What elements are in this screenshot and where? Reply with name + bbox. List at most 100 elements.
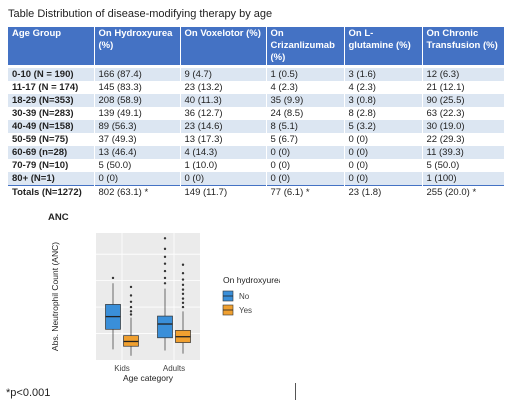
- outlier-point: [181, 297, 185, 300]
- outlier-point: [129, 313, 133, 316]
- outlier-point: [129, 285, 133, 289]
- outlier-point: [181, 301, 185, 305]
- table-row: 11-17 (N = 174) 145 (83.3) 23 (13.2) 4 (2.3…: [8, 81, 505, 94]
- table-cell: 3 (0.8): [344, 94, 423, 107]
- table-cell: 30 (19.0): [422, 120, 505, 133]
- outlier-point: [181, 272, 185, 275]
- table-cell: 0 (0): [180, 172, 267, 186]
- outlier-point: [181, 288, 185, 291]
- table-cell: 0 (0): [94, 172, 181, 186]
- header-hydroxyurea: On Hydroxyurea (%): [94, 27, 181, 65]
- row-label: 70-79 (N=10): [8, 159, 95, 172]
- outlier-point: [181, 283, 185, 287]
- table-row: 70-79 (N=10) 5 (50.0) 1 (10.0) 0 (0) 0 (0) 5 …: [8, 159, 505, 172]
- legend-label: Yes: [239, 306, 252, 315]
- outlier-point: [129, 310, 133, 313]
- row-label: 50-59 (N=75): [8, 133, 95, 146]
- table-header-row: Age Group On Hydroxyurea (%) On Voxeloto…: [8, 27, 505, 65]
- table-cell: 21 (12.1): [422, 81, 505, 94]
- table-cell: 4 (14.3): [180, 146, 267, 159]
- table-cell: 35 (9.9): [266, 94, 345, 107]
- row-label: 60-69 (n=28): [8, 146, 95, 159]
- totals-label: Totals (N=1272): [8, 185, 95, 199]
- table-cell: 5 (50.0): [422, 159, 505, 172]
- table-cell: 145 (83.3): [94, 81, 181, 94]
- table-cell: 90 (25.5): [422, 94, 505, 107]
- table-cell: 13 (46.4): [94, 146, 181, 159]
- table-cell: 1 (0.5): [266, 68, 345, 81]
- header-chronic-transfusion: On Chronic Transfusion (%): [422, 27, 505, 65]
- table-cell: 40 (11.3): [180, 94, 267, 107]
- legend-label: No: [239, 292, 250, 301]
- table-cell: 0 (0): [344, 146, 423, 159]
- table-cell: 89 (56.3): [94, 120, 181, 133]
- table-row: 0-10 (N = 190) 166 (87.4) 9 (4.7) 1 (0.5) 3 …: [8, 68, 505, 81]
- outlier-point: [181, 263, 185, 266]
- totals-cell: 77 (6.1) *: [266, 185, 345, 199]
- table-cell: 0 (0): [266, 159, 345, 172]
- table-caption: Table Distribution of disease-modifying …: [8, 8, 273, 20]
- x-tick-label: Kids: [114, 364, 130, 373]
- table-row: 30-39 (N=283) 139 (49.1) 36 (12.7) 24 (8.5)…: [8, 107, 505, 120]
- table-cell: 9 (4.7): [180, 68, 267, 81]
- totals-cell: 802 (63.1) *: [94, 185, 181, 199]
- table-row: 50-59 (N=75) 37 (49.3) 13 (17.3) 5 (6.7) 0 (…: [8, 133, 505, 146]
- row-label: 40-49 (N=158): [8, 120, 95, 133]
- row-label: 18-29 (N=353): [8, 94, 95, 107]
- table-row: 40-49 (N=158) 89 (56.3) 23 (14.6) 8 (5.1) 5 …: [8, 120, 505, 133]
- table-cell: 4 (2.3): [344, 81, 423, 94]
- outlier-point: [181, 278, 185, 281]
- table-row: 80+ (N=1) 0 (0) 0 (0) 0 (0) 0 (0) 1 (100): [8, 172, 505, 186]
- row-label: 80+ (N=1): [8, 172, 95, 186]
- header-crizanlizumab: On Crizanlizumab (%): [266, 27, 345, 65]
- outlier-point: [163, 276, 167, 280]
- row-label: 30-39 (N=283): [8, 107, 95, 120]
- header-age-group: Age Group: [8, 27, 95, 65]
- footnote: *p<0.001: [6, 387, 51, 399]
- table-cell: 23 (13.2): [180, 81, 267, 94]
- table-cell: 1 (10.0): [180, 159, 267, 172]
- table-cell: 37 (49.3): [94, 133, 181, 146]
- table-cell: 139 (49.1): [94, 107, 181, 120]
- table-cell: 24 (8.5): [266, 107, 345, 120]
- table-cell: 5 (3.2): [344, 120, 423, 133]
- outlier-point: [181, 305, 185, 309]
- table-cell: 208 (58.9): [94, 94, 181, 107]
- figure-title: ANC: [48, 212, 69, 223]
- table-cell: 0 (0): [266, 172, 345, 186]
- table-cell: 1 (100): [422, 172, 505, 186]
- therapy-table: Age Group On Hydroxyurea (%) On Voxeloto…: [8, 27, 505, 199]
- text-cursor: [295, 383, 296, 400]
- table-cell: 166 (87.4): [94, 68, 181, 81]
- outlier-point: [163, 269, 167, 273]
- outlier-point: [111, 276, 115, 280]
- legend-title: On hydroxyurea: [223, 275, 280, 285]
- totals-cell: 255 (20.0) *: [422, 185, 505, 199]
- outlier-point: [129, 300, 133, 303]
- table-cell: 22 (29.3): [422, 133, 505, 146]
- spacer-cell: [8, 65, 505, 68]
- table-cell: 11 (39.3): [422, 146, 505, 159]
- table-cell: 4 (2.3): [266, 81, 345, 94]
- outlier-point: [129, 294, 133, 297]
- outlier-point: [163, 247, 167, 251]
- outlier-point: [163, 282, 167, 285]
- table-cell: 0 (0): [344, 172, 423, 186]
- x-tick-label: Adults: [163, 364, 185, 373]
- box-no: [157, 315, 173, 339]
- table-cell: 23 (14.6): [180, 120, 267, 133]
- outlier-point: [129, 305, 133, 309]
- table-cell: 8 (5.1): [266, 120, 345, 133]
- table-row: 18-29 (N=353) 208 (58.9) 40 (11.3) 35 (9.9)…: [8, 94, 505, 107]
- outlier-point: [163, 237, 167, 240]
- totals-cell: 23 (1.8): [344, 185, 423, 199]
- outlier-point: [163, 262, 167, 265]
- x-axis-title: Age category: [123, 373, 174, 383]
- outlier-point: [163, 255, 167, 259]
- totals-cell: 149 (11.7): [180, 185, 267, 199]
- table-cell: 12 (6.3): [422, 68, 505, 81]
- table-cell: 36 (12.7): [180, 107, 267, 120]
- y-axis-title: Abs. Neutrophil Count (ANC): [50, 242, 60, 351]
- table-row: 60-69 (n=28) 13 (46.4) 4 (14.3) 0 (0) 0 (0) 1…: [8, 146, 505, 159]
- header-voxelotor: On Voxelotor (%): [180, 27, 267, 65]
